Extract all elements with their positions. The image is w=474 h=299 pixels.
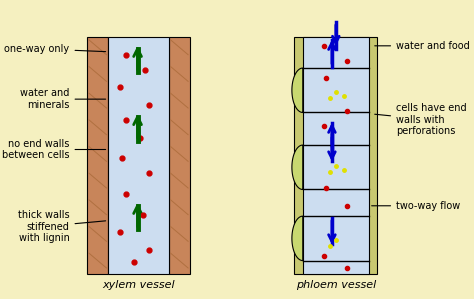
Polygon shape <box>292 145 303 190</box>
Text: phloem vessel: phloem vessel <box>296 280 376 290</box>
Polygon shape <box>292 68 303 112</box>
Text: thick walls
stiffened
with lignin: thick walls stiffened with lignin <box>18 210 106 243</box>
FancyBboxPatch shape <box>109 37 169 274</box>
Text: two-way flow: two-way flow <box>372 201 460 211</box>
FancyBboxPatch shape <box>294 37 377 274</box>
FancyBboxPatch shape <box>169 37 190 274</box>
FancyBboxPatch shape <box>87 37 109 274</box>
Polygon shape <box>292 216 303 261</box>
FancyBboxPatch shape <box>303 37 369 274</box>
Text: no end walls
between cells: no end walls between cells <box>2 139 106 160</box>
Text: cells have end
walls with
perforations: cells have end walls with perforations <box>375 103 467 136</box>
Text: water and
minerals: water and minerals <box>20 88 106 110</box>
Text: xylem vessel: xylem vessel <box>102 280 175 290</box>
Text: water and food: water and food <box>375 41 470 51</box>
Text: one-way only: one-way only <box>4 44 106 54</box>
